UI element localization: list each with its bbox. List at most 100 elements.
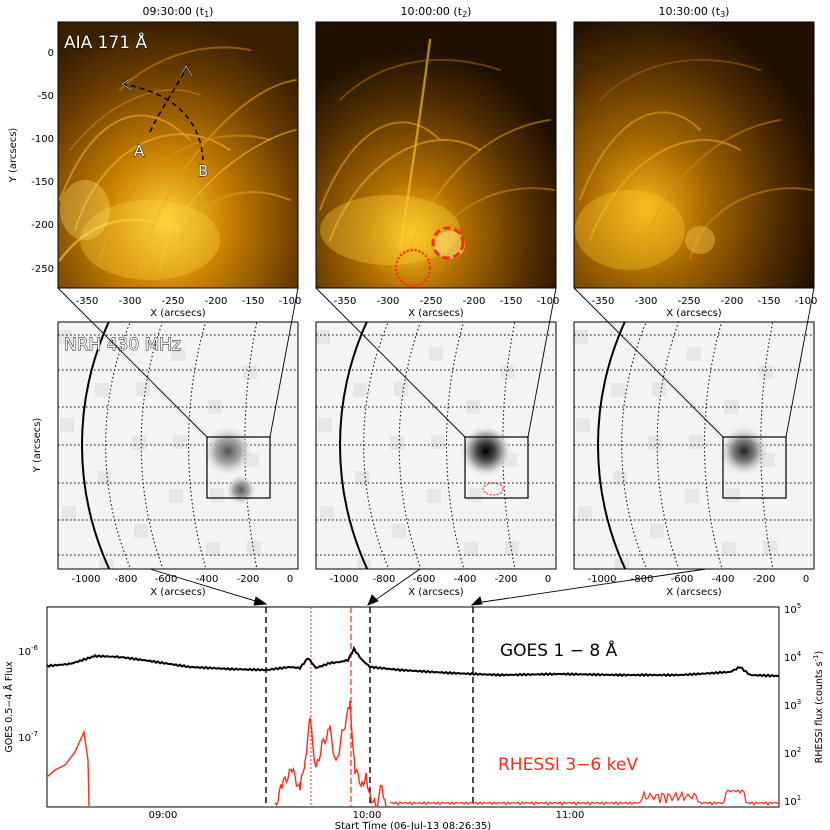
bottom-xlabel: Start Time (06-Jul-13 08:26:35) xyxy=(335,821,492,830)
top-xlabel: X (arcsecs) xyxy=(666,308,722,319)
nrh-instrument-label: NRH 430 MHz xyxy=(64,335,181,355)
goes-curve xyxy=(46,645,779,678)
svg-text:105: 105 xyxy=(784,602,801,616)
xtick: -1000 xyxy=(71,574,100,585)
aia-panel-t3 xyxy=(573,21,815,289)
title-t2: 10:00:00 (t2) xyxy=(401,5,472,19)
ytick-exp: -7 xyxy=(31,730,38,738)
nrh-panel-1 xyxy=(57,321,299,570)
mid-xlabel: X (arcsecs) xyxy=(150,587,206,598)
connector-arrows-bottom xyxy=(149,568,707,606)
ytick: 10 xyxy=(18,647,31,658)
ytick-exp: 5 xyxy=(797,602,801,610)
xtick: -200 xyxy=(721,296,744,307)
xtick: -800 xyxy=(115,574,138,585)
xtick: -350 xyxy=(76,296,99,307)
xtick: -400 xyxy=(196,574,219,585)
xtick: -100 xyxy=(537,296,560,307)
rhessi-curve-late xyxy=(389,789,779,807)
xtick: 0 xyxy=(287,574,293,585)
xtick: -300 xyxy=(377,296,400,307)
top-ylabel: Y (arcsecs) xyxy=(8,128,19,184)
xtick: -150 xyxy=(242,296,265,307)
nrh-panel-2 xyxy=(315,321,557,570)
top-xaxis-2: -350 -300 -250 -200 -150 -100 X (arcsecs… xyxy=(334,296,560,319)
xtick: -250 xyxy=(162,296,185,307)
connector-lines-top xyxy=(57,287,815,438)
xtick: -800 xyxy=(631,574,654,585)
ytick-exp: 1 xyxy=(797,794,801,802)
top-titles: 09:30:00 (t1) 10:00:00 (t2) 10:30:00 (t3… xyxy=(143,5,730,19)
rhessi-label: RHESSI 3−6 keV xyxy=(498,755,638,775)
ytick: 10 xyxy=(784,797,797,808)
bottom-ylabel-left: GOES 0.5−4 Å Flux xyxy=(3,661,15,753)
nrh-panels xyxy=(57,321,815,570)
svg-text:10-7: 10-7 xyxy=(18,730,38,744)
aia-panel-t2 xyxy=(315,21,557,289)
xtick: -400 xyxy=(454,574,477,585)
xtick: -350 xyxy=(592,296,615,307)
top-xaxis-1: -350 -300 -250 -200 -150 -100 X (arcsecs… xyxy=(76,296,302,319)
ytick: 0 xyxy=(48,48,54,59)
ytick-exp: 2 xyxy=(797,746,801,754)
xtick: -400 xyxy=(712,574,735,585)
xtick: -200 xyxy=(495,574,518,585)
ytick-exp: 4 xyxy=(797,650,802,658)
bottom-ylabel-right: RHESSI flux (counts s-1) xyxy=(812,651,825,763)
xtick: -100 xyxy=(279,296,302,307)
xtick: -200 xyxy=(237,574,260,585)
xtick: -250 xyxy=(420,296,443,307)
lightcurve-panel xyxy=(46,606,780,808)
ytick: 10 xyxy=(784,653,797,664)
aia-panel-t1 xyxy=(57,21,299,289)
aia-instrument-label: AIA 171 Å xyxy=(64,31,148,53)
xtick: 0 xyxy=(803,574,809,585)
top-xaxis-3: -350 -300 -250 -200 -150 -100 X (arcsecs… xyxy=(592,296,818,319)
track-b-label: B xyxy=(198,162,208,180)
radio-contour xyxy=(482,482,504,496)
rhessi-curve-early xyxy=(46,729,90,808)
title-t3: 10:30:00 (t3) xyxy=(659,5,730,19)
xtick: -1000 xyxy=(587,574,616,585)
ytick: -100 xyxy=(31,134,54,145)
goes-label: GOES 1 − 8 Å xyxy=(500,639,618,661)
svg-text:102: 102 xyxy=(784,746,801,760)
xtick: -600 xyxy=(671,574,694,585)
svg-text:103: 103 xyxy=(784,698,801,712)
xtick: -150 xyxy=(758,296,781,307)
mid-ylabel: Y (arcsecs) xyxy=(32,418,43,474)
xtick: -200 xyxy=(205,296,228,307)
top-xlabel: X (arcsecs) xyxy=(408,308,464,319)
xtick: -100 xyxy=(795,296,818,307)
ytick: -200 xyxy=(31,220,54,231)
ytick: 10 xyxy=(18,733,31,744)
mid-xlabel: X (arcsecs) xyxy=(666,587,722,598)
xtick: -200 xyxy=(463,296,486,307)
bottom-yaxis-right: 105 104 103 102 101 xyxy=(784,602,802,808)
svg-text:104: 104 xyxy=(784,650,802,664)
xtick: -150 xyxy=(500,296,523,307)
xtick: -300 xyxy=(119,296,142,307)
xtick: -600 xyxy=(155,574,178,585)
ytick: -50 xyxy=(38,91,54,102)
ytick-exp: 3 xyxy=(797,698,801,706)
xtick: -350 xyxy=(334,296,357,307)
ytick: -150 xyxy=(31,177,54,188)
rhessi-curve-flare xyxy=(274,700,387,808)
xtick: 10:00 xyxy=(353,810,382,821)
xtick: -250 xyxy=(678,296,701,307)
ytick: 10 xyxy=(784,701,797,712)
ytick: -250 xyxy=(31,264,54,275)
xtick: -1000 xyxy=(329,574,358,585)
mid-xlabel: X (arcsecs) xyxy=(408,587,464,598)
title-t1: 09:30:00 (t1) xyxy=(143,5,214,19)
track-a-label: A xyxy=(134,142,145,160)
mid-xaxes: -1000 -800 -600 -400 -200 0 X (arcsecs) -1000 -8… xyxy=(71,574,809,598)
top-yaxis: 0 -50 -100 -150 -200 -250 xyxy=(31,48,54,275)
xtick: -200 xyxy=(753,574,776,585)
ytick: 10 xyxy=(784,605,797,616)
bottom-xaxis: 09:00 10:00 11:00 Start Time (06-Jul-13 … xyxy=(149,810,585,830)
svg-text:101: 101 xyxy=(784,794,801,808)
svg-text:10-6: 10-6 xyxy=(18,644,38,658)
